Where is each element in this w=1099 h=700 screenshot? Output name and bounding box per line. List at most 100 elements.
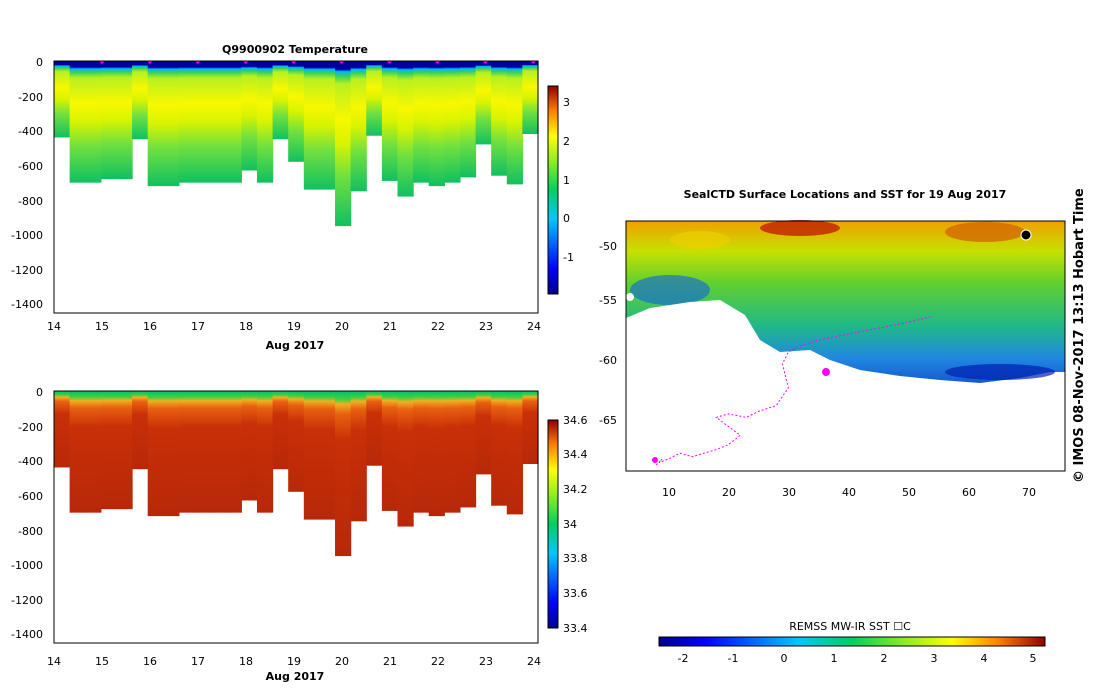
temperature-xtick: 14 bbox=[47, 320, 61, 333]
temperature-profile-column bbox=[100, 61, 118, 180]
salinity-profile-column bbox=[522, 391, 539, 464]
surface-marker bbox=[194, 61, 201, 64]
salinity-ytick: -1000 bbox=[11, 559, 43, 572]
salinity-xtick: 16 bbox=[143, 655, 157, 668]
temperature-profile-column bbox=[256, 61, 274, 183]
salinity-xlabel: Aug 2017 bbox=[266, 670, 325, 683]
temperature-profile-column bbox=[491, 61, 508, 176]
salinity-colorbar-tick: 33.4 bbox=[563, 622, 588, 635]
imos-credit: © IMOS 08-Nov-2017 13:13 Hobart Time bbox=[1072, 188, 1087, 483]
salinity-profile-column bbox=[163, 391, 180, 517]
temperature-xtick: 21 bbox=[383, 320, 397, 333]
salinity-profile-column bbox=[413, 391, 430, 513]
salinity-xtick: 18 bbox=[239, 655, 253, 668]
sst-map-ytick: -60 bbox=[599, 354, 617, 367]
surface-marker bbox=[530, 61, 537, 64]
surface-marker bbox=[146, 61, 153, 64]
temperature-xtick: 20 bbox=[335, 320, 349, 333]
sst-map-xtick: 10 bbox=[662, 486, 676, 499]
temperature-profile-column bbox=[475, 61, 492, 145]
salinity-colorbar-tick: 34.4 bbox=[563, 448, 588, 461]
salinity-ytick: -1200 bbox=[11, 594, 43, 607]
temperature-profile-column bbox=[397, 61, 414, 197]
temperature-profile-column bbox=[178, 61, 196, 183]
sst-map-x-axis: 10 20 30 40 50 60 70 bbox=[662, 486, 1036, 499]
temperature-profile-column bbox=[303, 61, 321, 190]
salinity-colorbar-tick: 34.2 bbox=[563, 483, 588, 496]
salinity-xtick: 24 bbox=[527, 655, 541, 668]
salinity-profile-column bbox=[147, 391, 164, 517]
temperature-profile-column bbox=[444, 61, 461, 183]
temperature-ytick: 0 bbox=[36, 56, 43, 69]
temperature-profile-column bbox=[225, 61, 242, 183]
temperature-title: Q9900902 Temperature bbox=[222, 43, 368, 56]
salinity-xtick: 23 bbox=[479, 655, 493, 668]
sst-field bbox=[626, 220, 1065, 471]
temperature-profile-column bbox=[272, 61, 289, 140]
salinity-profile-column bbox=[132, 391, 149, 470]
salinity-ytick: -600 bbox=[18, 490, 43, 503]
salinity-profile-column bbox=[100, 391, 118, 510]
sst-map-xtick: 70 bbox=[1022, 486, 1036, 499]
salinity-profile-column bbox=[241, 391, 258, 501]
salinity-profile-column bbox=[178, 391, 196, 513]
temperature-xtick: 16 bbox=[143, 320, 157, 333]
surface-marker bbox=[386, 61, 393, 64]
salinity-profile-column bbox=[506, 391, 523, 515]
temperature-ytick: -200 bbox=[18, 91, 43, 104]
temperature-profile-column bbox=[335, 61, 352, 227]
salinity-xtick: 20 bbox=[335, 655, 349, 668]
salinity-panel: 0 -200 -400 -600 -800 -1000 -1200 -1400 … bbox=[11, 386, 587, 683]
temperature-y-axis: 0 -200 -400 -600 -800 -1000 -1200 -1400 bbox=[11, 56, 43, 311]
sst-map-xtick: 50 bbox=[902, 486, 916, 499]
salinity-profile-column bbox=[397, 391, 414, 527]
temperature-ytick: -1400 bbox=[11, 298, 43, 311]
salinity-profile-column bbox=[272, 391, 289, 470]
sst-map-xtick: 40 bbox=[842, 486, 856, 499]
temperature-xlabel: Aug 2017 bbox=[266, 339, 325, 352]
temperature-profile-column bbox=[210, 61, 227, 183]
salinity-profile-column bbox=[319, 391, 336, 520]
salinity-ytick: -200 bbox=[18, 421, 43, 434]
sst-colorbar-tick: 4 bbox=[981, 652, 988, 665]
temperature-ytick: -800 bbox=[18, 195, 43, 208]
surface-marker bbox=[290, 61, 297, 64]
salinity-profile-column bbox=[444, 391, 461, 513]
sst-colorbar-tick: 3 bbox=[931, 652, 938, 665]
temperature-profile-column bbox=[459, 61, 477, 178]
salinity-ytick: -800 bbox=[18, 525, 43, 538]
salinity-profile-column bbox=[288, 391, 305, 492]
sst-colorbar: REMSS MW-IR SST ☐C -2 -1 0 1 2 3 4 5 bbox=[658, 620, 1046, 665]
antarctica-landmass bbox=[626, 300, 1065, 471]
temperature-xtick: 19 bbox=[287, 320, 301, 333]
sst-warm-patch bbox=[945, 222, 1025, 242]
temperature-ytick: -1200 bbox=[11, 264, 43, 277]
sst-map-ytick: -50 bbox=[599, 240, 617, 253]
salinity-profile-column bbox=[116, 391, 133, 510]
sst-map-ytick: -55 bbox=[599, 294, 617, 307]
seal-position-marker bbox=[652, 457, 658, 463]
salinity-profile-column bbox=[225, 391, 242, 513]
salinity-profile-column bbox=[54, 391, 71, 468]
salinity-xtick: 22 bbox=[431, 655, 445, 668]
salinity-colorbar-tick: 33.6 bbox=[563, 587, 588, 600]
sst-map-y-axis: -50 -55 -60 -65 bbox=[599, 240, 617, 427]
ship-position-marker bbox=[1020, 229, 1032, 241]
salinity-profile-column bbox=[366, 391, 383, 466]
sst-warm-patch bbox=[760, 220, 840, 236]
temperature-xtick: 18 bbox=[239, 320, 253, 333]
seal-current-position bbox=[822, 368, 830, 376]
salinity-ytick: -1400 bbox=[11, 628, 43, 641]
temperature-surface-markers bbox=[98, 61, 537, 64]
temperature-profile-column bbox=[54, 61, 71, 138]
surface-marker bbox=[434, 61, 441, 64]
temperature-colorbar-gradient bbox=[547, 85, 559, 295]
surface-marker bbox=[482, 61, 489, 64]
salinity-profile-column bbox=[303, 391, 321, 520]
salinity-profile-column bbox=[350, 391, 367, 522]
salinity-profile-column bbox=[491, 391, 508, 506]
salinity-colorbar-tick: 34.6 bbox=[563, 414, 588, 427]
temperature-profile-column bbox=[381, 61, 399, 181]
salinity-profiles bbox=[54, 391, 539, 557]
sst-map-ytick: -65 bbox=[599, 414, 617, 427]
